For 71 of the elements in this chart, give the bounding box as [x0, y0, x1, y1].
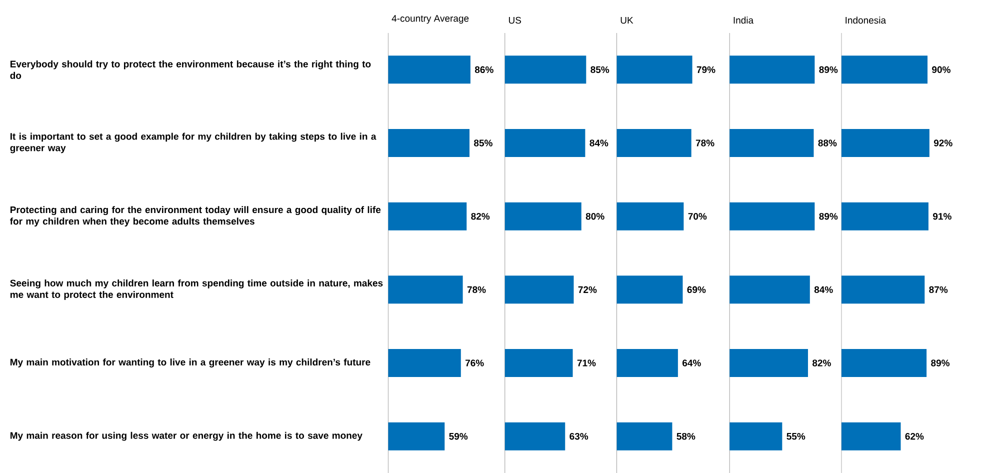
bar: [504, 128, 586, 157]
data-label: 82%: [812, 360, 831, 366]
data-label: 90%: [932, 66, 950, 73]
bar: [730, 422, 782, 450]
bar: [388, 202, 467, 230]
bar: [730, 128, 814, 157]
data-label: 78%: [696, 140, 714, 146]
bar: [616, 202, 684, 230]
bar: [841, 128, 930, 157]
bar: [504, 422, 566, 450]
y-tick-label: Everybody should try to protect the environment because it’s the right thing to do: [10, 60, 371, 79]
data-label: 80%: [586, 212, 604, 220]
data-label: 85%: [474, 140, 492, 146]
data-label: 59%: [449, 432, 468, 440]
chart-title: Indonesia: [846, 16, 886, 24]
data-label: 78%: [467, 286, 486, 293]
bar: [841, 202, 928, 230]
bar: [504, 56, 586, 84]
y-tick-label: Protecting and caring for the environment today will ensure a good quality of life for my children when they become adults themselves: [10, 206, 381, 226]
bar: [841, 56, 928, 84]
data-label: 89%: [931, 360, 950, 366]
bar: [388, 128, 470, 157]
data-label: 88%: [818, 140, 837, 146]
bar: [504, 202, 582, 230]
data-label: 82%: [471, 212, 490, 220]
y-tick-label: It is important to set a good example for my children by taking steps to live in a greener way: [10, 132, 376, 154]
data-label: 86%: [474, 66, 494, 73]
bar: [616, 56, 692, 84]
bar: [616, 276, 683, 304]
bar: [616, 128, 692, 157]
data-label: 70%: [688, 212, 707, 220]
chart-title: 4-country Average: [392, 15, 469, 24]
chart-title: UK: [620, 16, 634, 24]
bar: [616, 422, 672, 450]
y-tick-label: My main motivation for wanting to live in a greener way is my children’s future: [10, 358, 370, 368]
data-label: 84%: [590, 140, 608, 146]
data-label: 89%: [819, 66, 838, 73]
data-label: 92%: [934, 140, 952, 146]
y-tick-label: My main reason for using less water or energy in the home is to save money: [10, 432, 362, 441]
data-label: 79%: [696, 66, 716, 73]
bar: [841, 276, 925, 304]
bar: [388, 276, 463, 304]
bar: [841, 422, 901, 450]
data-label: 71%: [577, 360, 596, 366]
y-tick-label: Seeing how much my children learn from spending time outside in nature, makes me want to protect the environment: [10, 279, 383, 300]
data-label: 64%: [682, 360, 701, 366]
bar: [616, 348, 678, 377]
bar: [504, 276, 574, 304]
data-label: 55%: [786, 432, 806, 440]
chart-title: India: [734, 16, 754, 24]
data-label: 87%: [929, 286, 948, 293]
data-label: 91%: [932, 212, 952, 220]
bar: [841, 348, 927, 377]
data-label: 62%: [905, 432, 924, 440]
bar: [730, 56, 815, 84]
bar: [388, 422, 445, 450]
data-label: 63%: [570, 432, 588, 440]
chart-title: US: [508, 16, 521, 24]
bar: [730, 276, 810, 304]
data-label: 89%: [819, 212, 838, 220]
data-label: 84%: [814, 286, 833, 293]
data-label: 72%: [578, 286, 597, 293]
data-label: 85%: [590, 66, 610, 73]
data-label: 69%: [687, 286, 706, 293]
bar: [388, 56, 470, 84]
bar: [504, 348, 573, 377]
bar: [730, 202, 815, 230]
data-label: 76%: [465, 360, 484, 366]
bar: [388, 348, 461, 377]
data-label: 58%: [676, 432, 696, 440]
bar: [730, 348, 808, 377]
